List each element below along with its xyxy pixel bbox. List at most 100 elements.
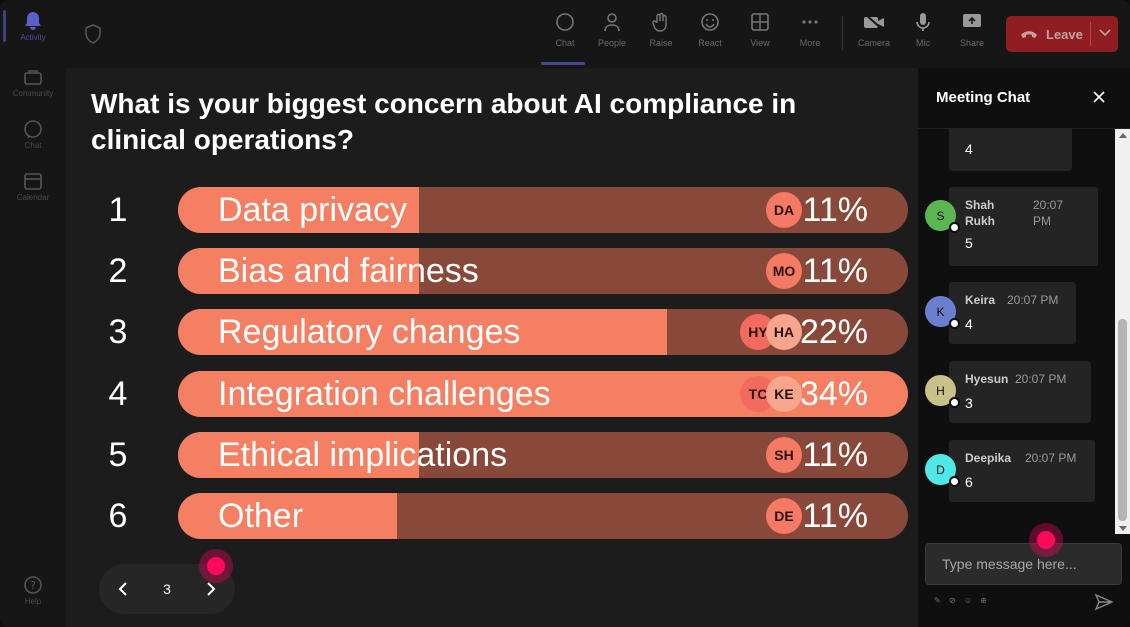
hang-up-icon bbox=[1020, 27, 1038, 42]
option-label: Regulatory changes bbox=[218, 313, 521, 351]
svg-text:?: ? bbox=[30, 579, 36, 592]
option-result-bar: Other DE 11% bbox=[178, 493, 908, 539]
voter-avatar[interactable]: DE bbox=[766, 498, 802, 534]
option-percent: 11% bbox=[802, 497, 868, 535]
scroll-up-arrow-icon[interactable] bbox=[1119, 133, 1127, 138]
message-timestamp: 20:07 PM bbox=[1025, 451, 1077, 465]
chat-label: Chat bbox=[555, 38, 575, 48]
option-result-fill bbox=[178, 248, 419, 294]
user-avatar[interactable]: D bbox=[925, 454, 960, 487]
message-text: 6 bbox=[965, 474, 973, 490]
rail-item-label: Community bbox=[12, 88, 54, 98]
next-page-button[interactable] bbox=[187, 564, 235, 614]
scrollbar-thumb[interactable] bbox=[1118, 319, 1127, 521]
chevron-down-icon[interactable] bbox=[1098, 25, 1112, 42]
option-label: Bias and fairness bbox=[218, 252, 479, 290]
voter-avatars: HY HA bbox=[740, 314, 802, 350]
poll-option-row[interactable]: 2 Bias and fairness MO 11% bbox=[66, 248, 918, 294]
option-label: Ethical implications bbox=[218, 436, 508, 474]
hand-icon bbox=[650, 10, 672, 34]
voter-avatars: DA bbox=[766, 192, 802, 228]
people-icon bbox=[601, 10, 623, 34]
chat-message[interactable]: Shah Rukh 20:07 PM 5 bbox=[949, 187, 1098, 266]
chat-message[interactable]: Deepika 20:07 PM 6 bbox=[949, 440, 1095, 502]
voter-avatar[interactable]: SH bbox=[766, 437, 802, 473]
view-button[interactable]: View bbox=[738, 10, 782, 60]
option-percent: 22% bbox=[799, 313, 868, 351]
chat-message-list[interactable]: Deepika 20:07 PM 6 D Hyesun 20:07 PM 3 H Keira 20… bbox=[918, 128, 1130, 534]
leave-button[interactable]: Leave bbox=[1006, 16, 1118, 52]
more-label: More bbox=[799, 38, 821, 48]
shield-icon[interactable] bbox=[84, 24, 102, 49]
raise-label: Raise bbox=[649, 38, 673, 48]
meeting-toolbar: Chat People Raise React View More Camera bbox=[66, 0, 1130, 68]
voter-avatars: DE bbox=[766, 498, 802, 534]
poll-stage: What is your biggest concern about AI co… bbox=[66, 68, 918, 627]
close-icon[interactable] bbox=[1090, 88, 1108, 106]
raise-hand-button[interactable]: Raise bbox=[639, 10, 683, 60]
chevron-right-icon bbox=[207, 582, 216, 596]
message-author: Deepika bbox=[965, 451, 1012, 465]
more-button[interactable]: More bbox=[788, 10, 832, 60]
react-button[interactable]: React bbox=[688, 10, 732, 60]
message-author: Keira bbox=[965, 293, 996, 307]
option-label: Integration challenges bbox=[218, 375, 551, 413]
user-avatar[interactable]: H bbox=[925, 375, 960, 408]
user-avatar[interactable]: K bbox=[925, 296, 960, 329]
option-result-bar: Integration challenges TC KE 34% bbox=[178, 371, 908, 417]
avatar-initial: H bbox=[936, 383, 945, 398]
presence-status-icon bbox=[949, 476, 960, 487]
option-number: 4 bbox=[108, 375, 128, 413]
chat-message[interactable]: Keira 20:07 PM 4 bbox=[949, 282, 1076, 344]
share-button[interactable]: Share bbox=[950, 10, 994, 60]
mic-button[interactable]: Mic bbox=[901, 10, 945, 60]
page-number: 3 bbox=[163, 581, 171, 597]
scroll-down-arrow-icon[interactable] bbox=[1119, 526, 1127, 531]
react-label: React bbox=[698, 38, 722, 48]
camera-button[interactable]: Camera bbox=[852, 10, 896, 60]
voter-avatar[interactable]: HA bbox=[766, 314, 802, 350]
voter-avatars: TC KE bbox=[740, 376, 802, 412]
option-result-bar: Regulatory changes HY HA 22% bbox=[178, 309, 908, 355]
poll-option-row[interactable]: 5 Ethical implications SH 11% bbox=[66, 432, 918, 478]
user-avatar[interactable]: S bbox=[925, 200, 960, 233]
poll-option-row[interactable]: 6 Other DE 11% bbox=[66, 493, 918, 539]
rail-item-help[interactable]: ? Help bbox=[0, 564, 66, 616]
chat-button[interactable]: Chat bbox=[541, 10, 587, 65]
message-text: 4 bbox=[965, 316, 973, 332]
poll-option-row[interactable]: 4 Integration challenges TC KE 34% bbox=[66, 371, 918, 417]
option-percent: 11% bbox=[802, 191, 868, 229]
previous-page-button[interactable] bbox=[99, 564, 147, 614]
camera-label: Camera bbox=[857, 38, 890, 48]
voter-avatar[interactable]: MO bbox=[766, 253, 802, 289]
voter-avatar[interactable]: DA bbox=[766, 192, 802, 228]
leave-label: Leave bbox=[1046, 26, 1083, 42]
chat-message[interactable]: Hyesun 20:07 PM 3 bbox=[949, 361, 1091, 423]
chat-message-input[interactable] bbox=[925, 543, 1122, 585]
rail-item-activity[interactable]: Activity bbox=[0, 0, 66, 52]
view-label: View bbox=[750, 38, 770, 48]
format-toolbar-icons[interactable]: ✎ ⊘ ☺ ⊕ bbox=[934, 596, 990, 605]
rail-item-community[interactable]: Community bbox=[0, 56, 66, 108]
voter-avatar[interactable]: KE bbox=[766, 376, 802, 412]
chat-scrollbar[interactable] bbox=[1115, 129, 1130, 534]
message-text: 5 bbox=[965, 235, 973, 251]
rail-item-calendar[interactable]: Calendar bbox=[0, 160, 66, 212]
send-icon[interactable] bbox=[1094, 592, 1114, 612]
option-result-fill bbox=[178, 187, 419, 233]
avatar-initial: D bbox=[936, 462, 945, 477]
grid-icon bbox=[749, 10, 771, 34]
chat-icon bbox=[23, 119, 43, 139]
people-button[interactable]: People bbox=[590, 10, 634, 60]
option-percent: 34% bbox=[799, 375, 868, 413]
microphone-icon bbox=[912, 10, 934, 34]
option-percent: 11% bbox=[802, 436, 868, 474]
poll-option-row[interactable]: 1 Data privacy DA 11% bbox=[66, 187, 918, 233]
rail-item-label: Chat bbox=[24, 140, 42, 150]
option-result-fill bbox=[178, 432, 419, 478]
rail-item-chat[interactable]: Chat bbox=[0, 108, 66, 160]
poll-option-row[interactable]: 3 Regulatory changes HY HA 22% bbox=[66, 309, 918, 355]
chat-message[interactable]: Tom20:07 PM4 bbox=[949, 129, 1072, 171]
option-number: 1 bbox=[108, 191, 128, 229]
option-number: 6 bbox=[108, 497, 128, 535]
